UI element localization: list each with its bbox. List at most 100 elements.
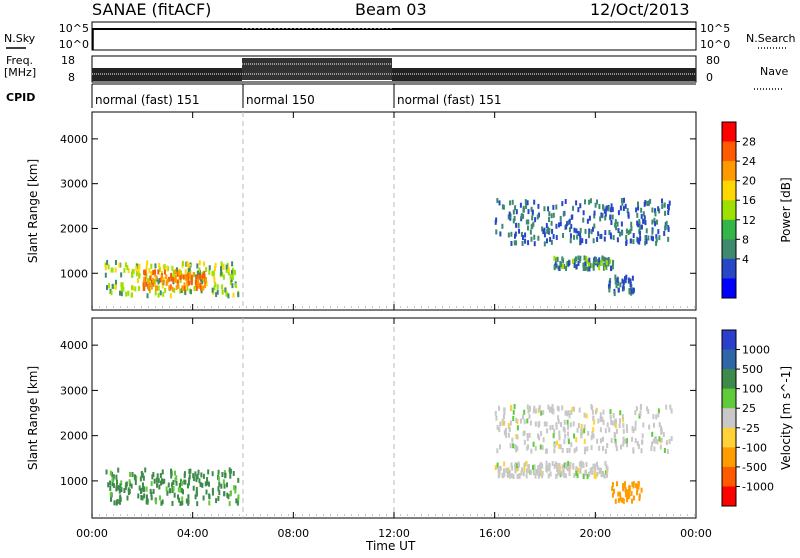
- scatter-cell: [143, 279, 146, 285]
- scatter-cell: [663, 447, 666, 453]
- colorbar-swatch: [722, 330, 736, 351]
- scatter-cell: [575, 264, 578, 270]
- scatter-cell: [227, 270, 230, 276]
- scatter-cell: [503, 461, 506, 467]
- scatter-cell: [663, 230, 666, 236]
- scatter-cell: [599, 427, 602, 433]
- scatter-cell: [556, 462, 559, 468]
- scatter-cell: [231, 275, 234, 281]
- scatter-cell: [160, 478, 163, 484]
- scatter-cell: [614, 432, 617, 438]
- scatter-cell: [220, 261, 223, 267]
- scatter-cell: [604, 257, 607, 263]
- scatter-cell: [502, 414, 505, 420]
- scatter-cell: [566, 465, 569, 471]
- scatter-cell: [195, 490, 198, 496]
- scatter-cell: [670, 408, 673, 414]
- freq-unit: [MHz]: [4, 66, 36, 79]
- time-tick-label: 00:00: [76, 527, 108, 540]
- colorbar-tick-label: 24: [742, 155, 756, 168]
- scatter-cell: [525, 461, 528, 467]
- scatter-cell: [563, 439, 566, 445]
- scatter-cell: [612, 259, 615, 265]
- scatter-cell: [137, 278, 140, 284]
- scatter-cell: [645, 239, 648, 245]
- scatter-cell: [543, 232, 546, 238]
- scatter-cell: [136, 263, 139, 269]
- scatter-cell: [179, 501, 182, 507]
- scatter-cell: [622, 284, 625, 290]
- scatter-cell: [144, 270, 147, 276]
- scatter-cell: [202, 473, 205, 479]
- scatter-cell: [169, 284, 172, 290]
- scatter-cell: [204, 277, 207, 283]
- scatter-cell: [534, 217, 537, 223]
- colorbar-swatch: [722, 349, 736, 370]
- beam-title: Beam 03: [355, 0, 427, 19]
- scatter-cell: [619, 496, 622, 502]
- scatter-cell: [553, 265, 556, 271]
- scatter-cell: [161, 499, 164, 505]
- scatter-cell: [648, 424, 651, 430]
- scatter-cell: [552, 204, 555, 210]
- scatter-cell: [509, 443, 512, 449]
- scatter-cell: [542, 409, 545, 415]
- scatter-cell: [588, 228, 591, 234]
- scatter-cell: [198, 274, 201, 280]
- scatter-cell: [205, 267, 208, 273]
- scatter-cell: [575, 446, 578, 452]
- scatter-cell: [600, 212, 603, 218]
- scatter-cell: [562, 233, 565, 239]
- scatter-cell: [563, 427, 566, 433]
- scatter-cell: [181, 500, 184, 506]
- scatter-cell: [120, 480, 123, 486]
- scatter-cell: [195, 486, 198, 492]
- scatter-cell: [108, 283, 111, 289]
- scatter-cell: [560, 470, 563, 476]
- scatter-cell: [607, 261, 610, 267]
- scatter-cell: [234, 488, 237, 494]
- scatter-cell: [516, 434, 519, 440]
- scatter-cell: [177, 270, 180, 276]
- scatter-cell: [636, 441, 639, 447]
- scatter-cell: [158, 484, 161, 490]
- scatter-cell: [660, 429, 663, 435]
- scatter-cell: [115, 484, 118, 490]
- scatter-cell: [543, 241, 546, 247]
- scatter-cell: [507, 232, 510, 238]
- scatter-cell: [577, 255, 580, 261]
- scatter-cell: [134, 286, 137, 292]
- scatter-cell: [111, 267, 114, 273]
- scatter-cell: [538, 465, 541, 471]
- scatter-cell: [542, 437, 545, 443]
- scatter-cell: [499, 421, 502, 427]
- scatter-cell: [596, 465, 599, 471]
- scatter-cell: [619, 231, 622, 237]
- scatter-cell: [214, 282, 217, 288]
- scatter-cell: [628, 493, 631, 499]
- scatter-cell: [198, 478, 201, 484]
- scatter-cell: [629, 228, 632, 234]
- scatter-cell: [120, 272, 123, 278]
- scatter-cell: [152, 277, 155, 283]
- scatter-cell: [612, 235, 615, 241]
- scatter-cell: [211, 490, 214, 496]
- scatter-cell: [197, 278, 200, 284]
- scatter-cell: [216, 289, 219, 295]
- colorbar-tick-label: 20: [742, 175, 756, 188]
- scatter-cell: [609, 409, 612, 415]
- scatter-cell: [609, 232, 612, 238]
- scatter-cell: [548, 217, 551, 223]
- scatter-cell: [200, 274, 203, 280]
- scatter-cell: [508, 426, 511, 432]
- scatter-cell: [584, 469, 587, 475]
- scatter-cell: [119, 496, 122, 502]
- scatter-cell: [577, 467, 580, 473]
- scatter-cell: [629, 282, 632, 288]
- scatter-cell: [196, 270, 199, 276]
- scatter-cell: [591, 466, 594, 472]
- scatter-cell: [587, 430, 590, 436]
- scatter-cell: [606, 422, 609, 428]
- scatter-cell: [590, 229, 593, 235]
